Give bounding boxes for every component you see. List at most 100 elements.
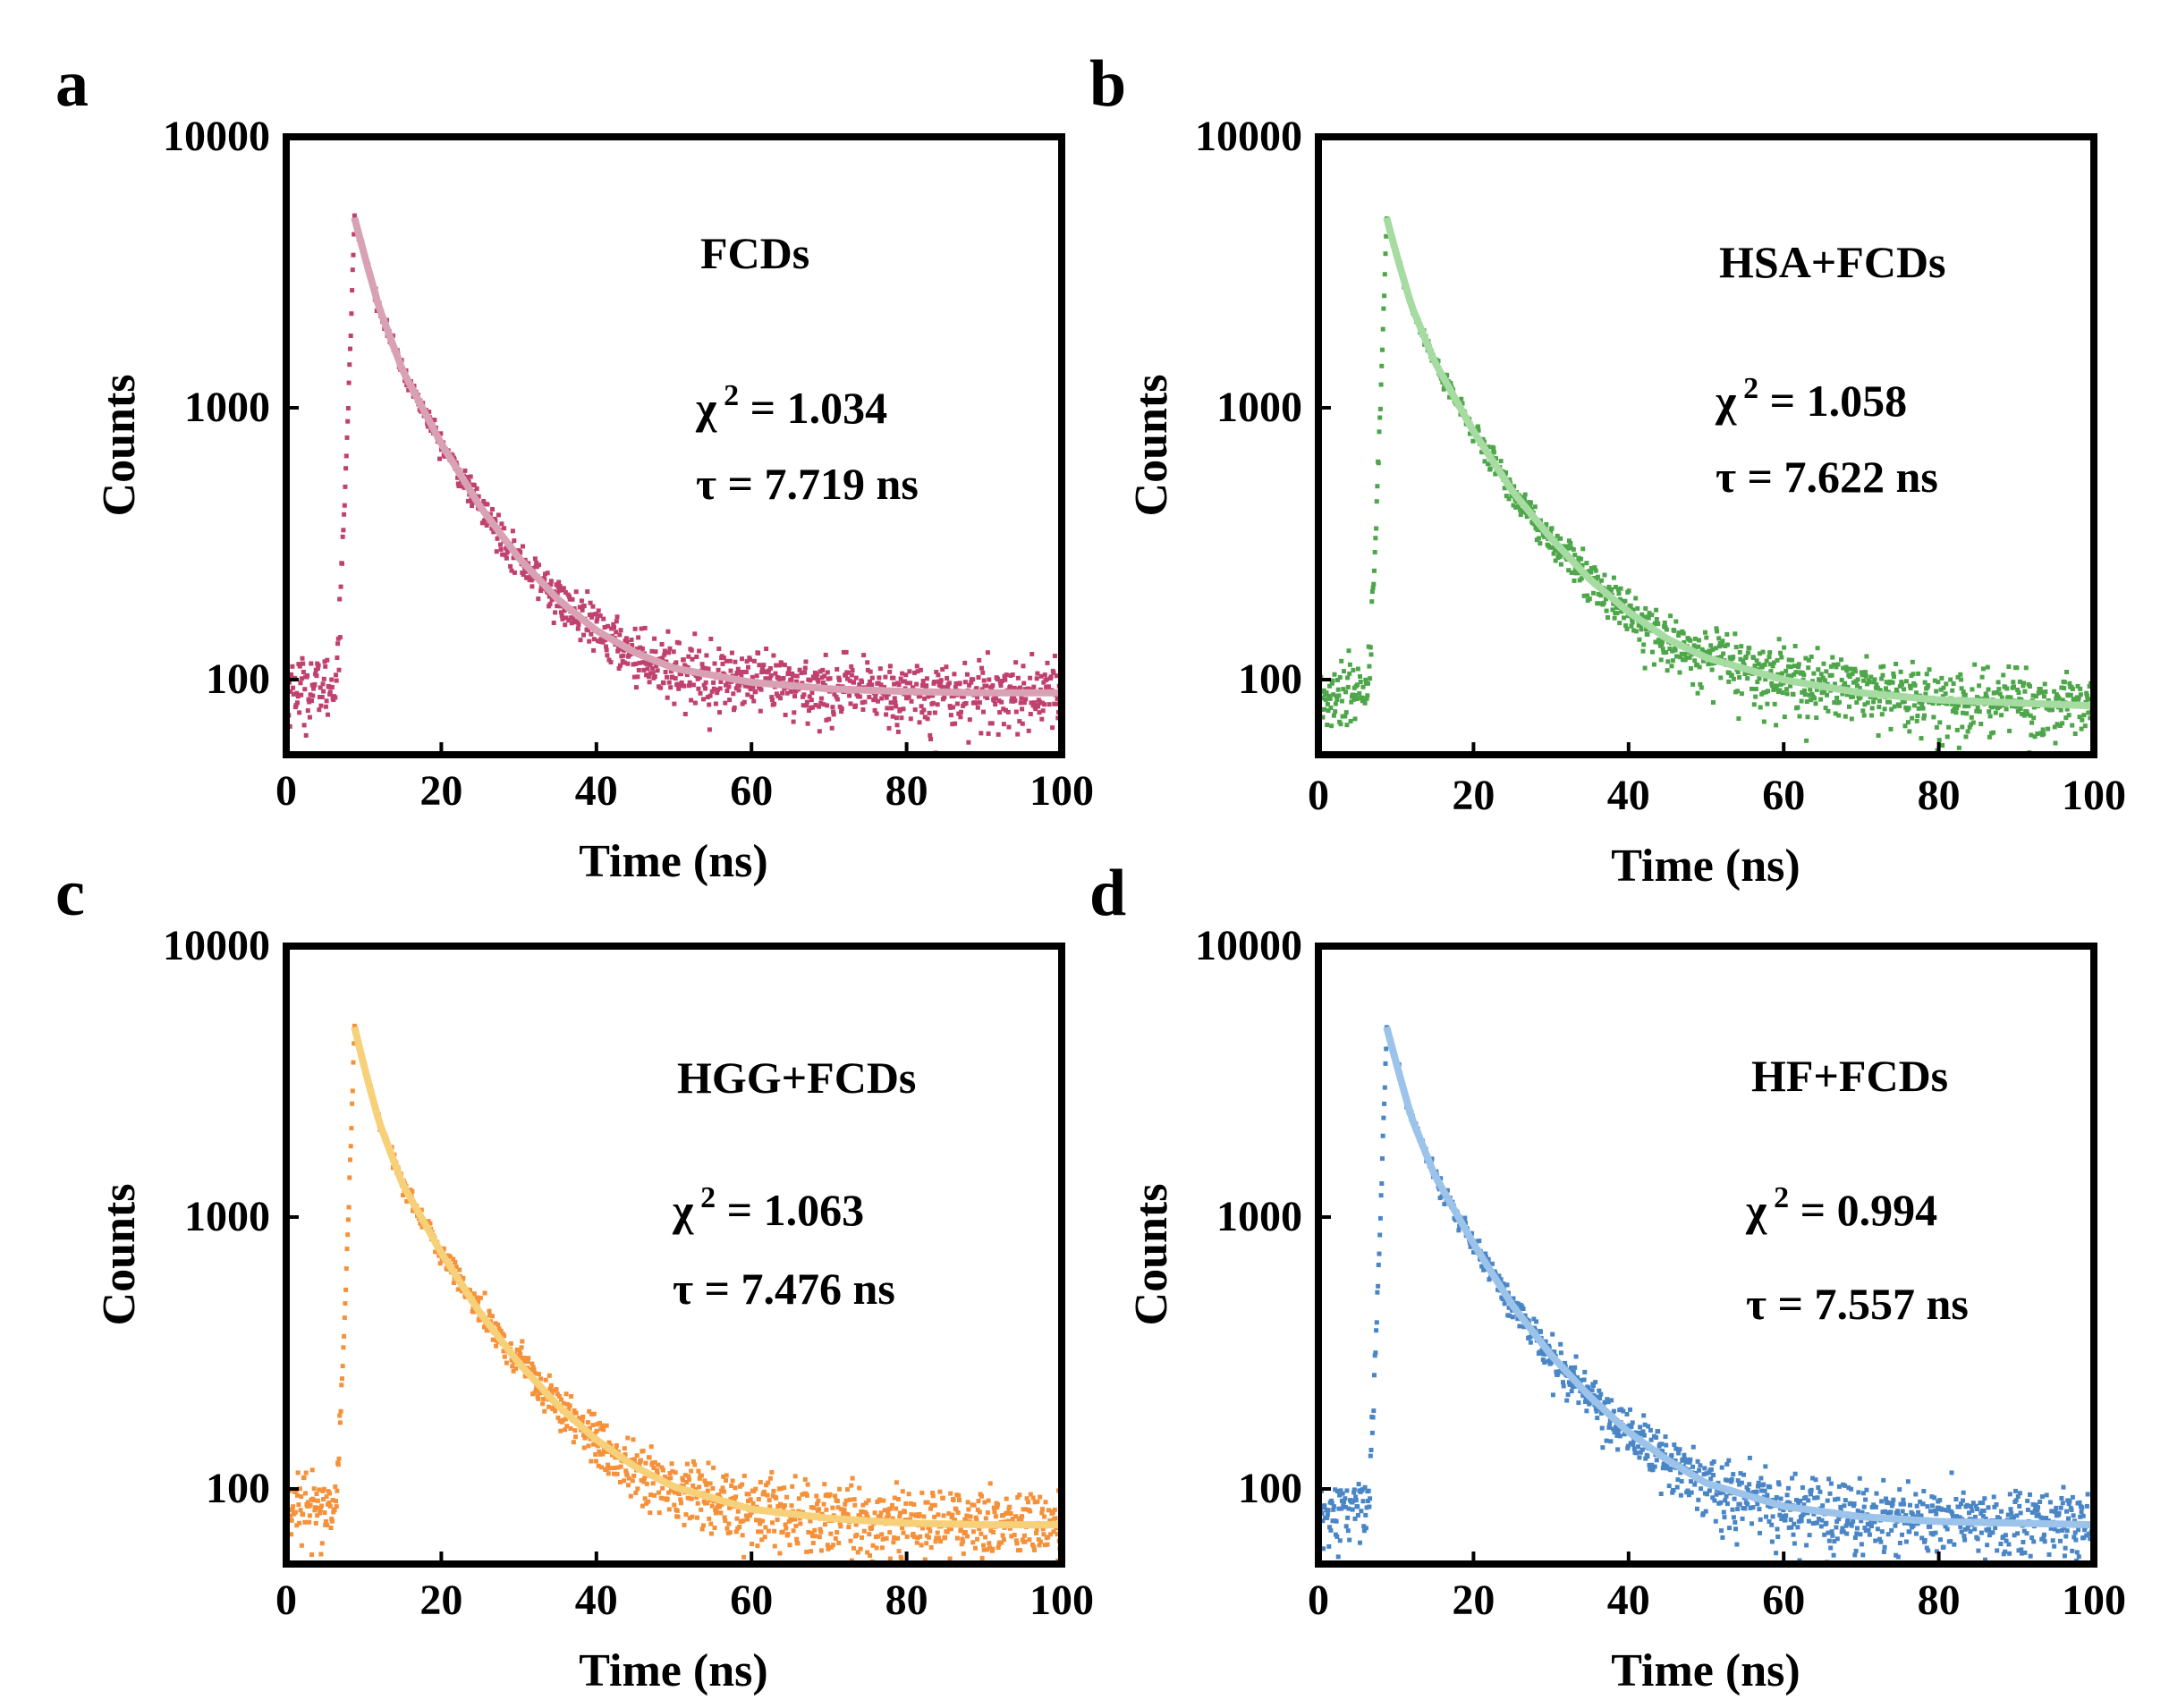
data-point bbox=[667, 646, 673, 651]
data-point bbox=[802, 665, 808, 671]
data-point bbox=[703, 686, 708, 691]
data-point bbox=[530, 1365, 536, 1370]
data-point bbox=[1807, 692, 1812, 698]
data-point bbox=[315, 1498, 320, 1503]
data-point bbox=[1013, 709, 1019, 714]
data-point bbox=[1755, 1501, 1760, 1507]
data-point bbox=[580, 1419, 585, 1425]
data-point bbox=[826, 716, 832, 722]
data-point bbox=[724, 1473, 729, 1478]
data-point bbox=[1039, 716, 1045, 722]
data-point bbox=[605, 1467, 610, 1472]
panel-letter: c bbox=[55, 857, 85, 930]
data-point bbox=[1018, 685, 1022, 690]
data-point bbox=[696, 1468, 701, 1474]
data-point bbox=[1697, 664, 1702, 670]
data-point bbox=[690, 1514, 695, 1519]
data-point bbox=[599, 1465, 605, 1470]
data-point bbox=[1925, 1504, 1930, 1509]
data-point bbox=[1758, 1517, 1763, 1522]
data-point bbox=[571, 620, 576, 624]
data-point bbox=[757, 663, 762, 668]
data-point bbox=[1606, 615, 1610, 620]
data-point bbox=[1696, 1497, 1701, 1502]
data-point bbox=[1978, 722, 1984, 727]
data-point bbox=[904, 681, 910, 686]
data-point bbox=[655, 668, 660, 673]
data-point bbox=[1322, 1503, 1327, 1509]
data-point bbox=[992, 1509, 997, 1515]
data-point bbox=[325, 1522, 330, 1527]
data-point bbox=[1891, 671, 1896, 676]
data-point bbox=[877, 675, 882, 681]
data-point bbox=[490, 507, 495, 512]
data-point bbox=[835, 1505, 841, 1510]
data-point bbox=[644, 1481, 649, 1486]
data-point bbox=[672, 701, 677, 706]
data-point bbox=[1561, 1383, 1566, 1389]
x-axis-label: Time (ns) bbox=[1611, 841, 1800, 892]
data-point bbox=[1362, 1484, 1368, 1490]
data-point bbox=[694, 655, 699, 659]
x-tick-label: 0 bbox=[1308, 772, 1329, 819]
data-point bbox=[1972, 1526, 1978, 1532]
data-point bbox=[1557, 1369, 1563, 1374]
data-point bbox=[1581, 593, 1587, 598]
data-point bbox=[1983, 1516, 1988, 1521]
data-point bbox=[1833, 681, 1837, 687]
data-point bbox=[661, 681, 666, 686]
data-point bbox=[1320, 714, 1326, 720]
data-point bbox=[1010, 672, 1015, 677]
data-point bbox=[1483, 1251, 1488, 1256]
data-point bbox=[782, 1485, 787, 1491]
data-point bbox=[932, 680, 937, 684]
data-point bbox=[1592, 565, 1597, 571]
data-point bbox=[1341, 1503, 1346, 1509]
data-point bbox=[1676, 1450, 1682, 1456]
data-point bbox=[2080, 717, 2085, 723]
data-point bbox=[1462, 1215, 1468, 1221]
data-point bbox=[465, 498, 470, 503]
data-point bbox=[1864, 1487, 1869, 1492]
data-point bbox=[652, 636, 657, 641]
data-point bbox=[1658, 1492, 1664, 1496]
data-point bbox=[705, 695, 710, 700]
data-point bbox=[2012, 684, 2016, 689]
data-point bbox=[305, 672, 310, 678]
data-point bbox=[705, 1488, 710, 1493]
data-point bbox=[1582, 1369, 1588, 1374]
data-point bbox=[1719, 655, 1724, 660]
data-point bbox=[668, 685, 674, 690]
data-point bbox=[555, 1415, 561, 1420]
data-point bbox=[804, 703, 809, 708]
data-point bbox=[2008, 695, 2013, 700]
data-point bbox=[1868, 674, 1874, 680]
data-point bbox=[532, 556, 538, 562]
data-point bbox=[1055, 1532, 1060, 1537]
data-point bbox=[559, 1397, 563, 1402]
data-point bbox=[1368, 652, 1374, 657]
data-point bbox=[2031, 715, 2037, 721]
data-point bbox=[1378, 382, 1384, 387]
data-point bbox=[778, 696, 783, 701]
data-point bbox=[1919, 703, 1925, 708]
data-point bbox=[1962, 1537, 1968, 1543]
data-point bbox=[333, 1484, 338, 1489]
x-ticks: 0 20 40 60 80 100 bbox=[275, 1552, 1094, 1624]
data-point bbox=[789, 677, 794, 682]
data-point bbox=[510, 528, 515, 534]
data-point bbox=[595, 1422, 600, 1427]
data-point bbox=[694, 1495, 699, 1500]
data-point bbox=[1321, 1546, 1326, 1552]
data-point bbox=[1995, 689, 2000, 695]
data-point bbox=[1608, 1439, 1614, 1444]
data-point bbox=[1752, 664, 1758, 668]
data-point bbox=[1470, 438, 1476, 444]
data-point bbox=[537, 1372, 541, 1377]
data-point bbox=[1965, 729, 1970, 734]
data-point bbox=[511, 1368, 516, 1374]
data-point bbox=[352, 232, 357, 237]
data-point bbox=[845, 676, 850, 681]
data-point bbox=[1713, 646, 1718, 651]
